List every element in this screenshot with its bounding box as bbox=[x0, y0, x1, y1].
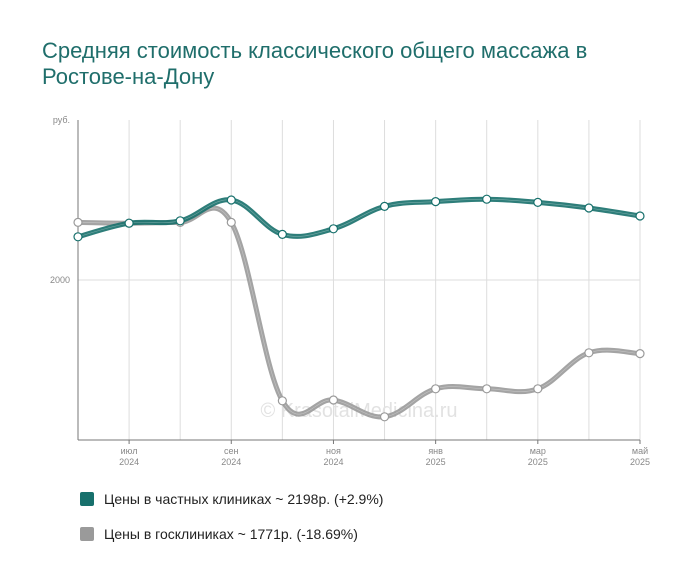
data-point-public bbox=[277, 396, 287, 406]
series-line-public bbox=[75, 205, 643, 420]
x-tick-label-year: 2025 bbox=[630, 457, 650, 467]
legend-swatch-public bbox=[80, 527, 94, 541]
series-line-private bbox=[75, 196, 643, 240]
y-tick-label: 2000 bbox=[50, 275, 70, 285]
data-point-private bbox=[533, 197, 543, 207]
x-tick-label-month: сен bbox=[224, 446, 239, 456]
x-tick-label-year: 2024 bbox=[323, 457, 343, 467]
x-tick-label-year: 2025 bbox=[528, 457, 548, 467]
data-point-private bbox=[277, 229, 287, 239]
data-point-private bbox=[584, 203, 594, 213]
data-point-public bbox=[482, 384, 492, 394]
data-point-private bbox=[635, 211, 645, 221]
data-point-private bbox=[431, 197, 441, 207]
data-point-public bbox=[584, 348, 594, 358]
data-point-private bbox=[328, 224, 339, 234]
legend-label-public: Цены в госклиниках ~ 1771р. (-18.69%) bbox=[104, 526, 358, 542]
data-point-public bbox=[73, 217, 83, 227]
x-tick-label-month: июл bbox=[121, 446, 138, 456]
data-point-public bbox=[533, 384, 543, 394]
data-point-public bbox=[635, 349, 645, 359]
legend-swatch-private bbox=[80, 492, 94, 506]
series-line-highlight bbox=[77, 207, 641, 418]
x-tick-label-year: 2024 bbox=[119, 457, 139, 467]
data-point-private bbox=[482, 194, 492, 204]
data-point-private bbox=[226, 195, 236, 205]
legend-item-private[interactable]: Цены в частных клиниках ~ 2198р. (+2.9%) bbox=[80, 489, 383, 509]
data-point-private bbox=[379, 201, 390, 211]
x-tick-label-month: май bbox=[632, 446, 648, 456]
data-point-private bbox=[175, 216, 185, 226]
x-tick-label-year: 2024 bbox=[221, 457, 241, 467]
legend-item-public[interactable]: Цены в госклиниках ~ 1771р. (-18.69%) bbox=[80, 524, 358, 544]
x-tick-label-year: 2025 bbox=[426, 457, 446, 467]
data-point-public bbox=[379, 412, 390, 422]
data-point-private bbox=[73, 232, 83, 242]
chart-title: Средняя стоимость классического общего м… bbox=[42, 38, 588, 89]
data-point-public bbox=[328, 395, 339, 405]
x-tick-label-month: ноя bbox=[326, 446, 341, 456]
data-point-private bbox=[124, 218, 134, 228]
y-unit-label: руб. bbox=[53, 115, 70, 125]
data-point-public bbox=[431, 384, 441, 394]
legend-label-private: Цены в частных клиниках ~ 2198р. (+2.9%) bbox=[104, 491, 384, 507]
x-tick-label-month: мар bbox=[530, 446, 546, 456]
x-tick-label-month: янв bbox=[428, 446, 443, 456]
data-point-public bbox=[226, 217, 236, 227]
